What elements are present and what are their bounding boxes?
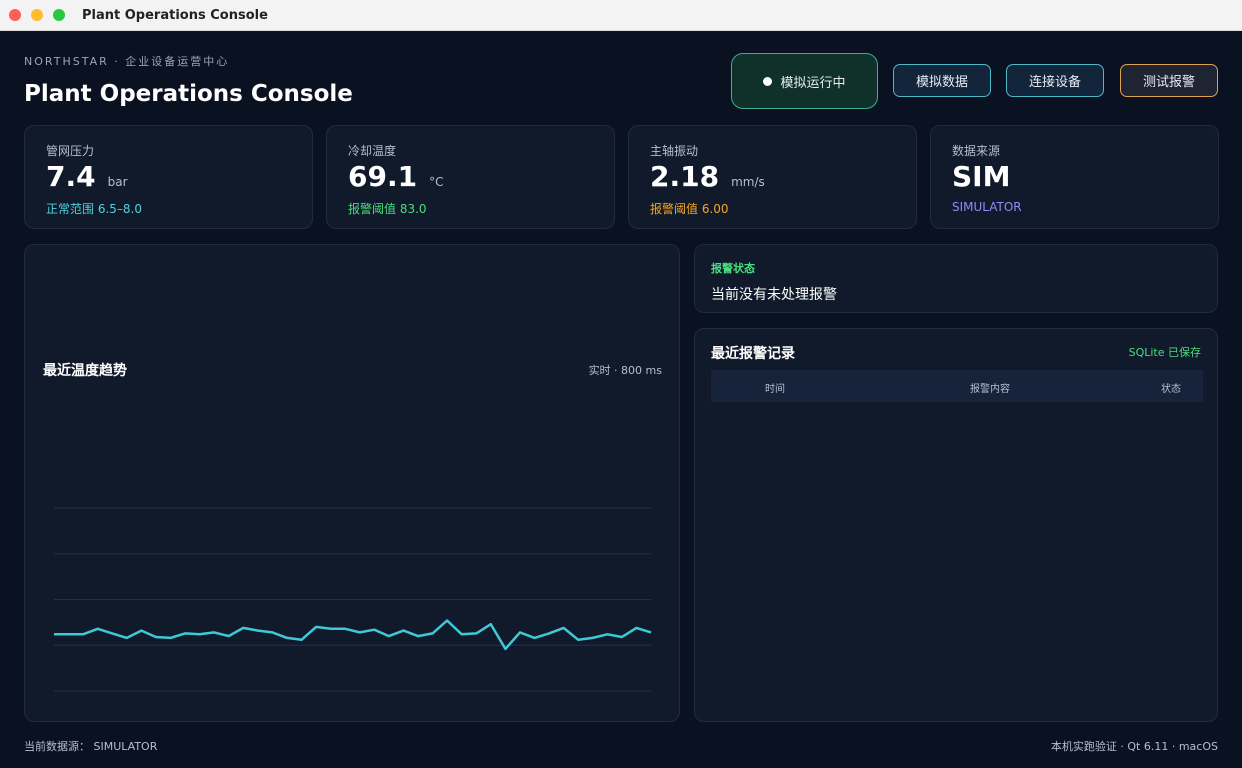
status-dot [763, 76, 773, 86]
footer-right: 本机实跑验证 · Qt 6.11 · macOS [1050, 740, 1218, 753]
alarm-status-card: 报警状态 当前没有未处理报警 [694, 244, 1218, 313]
button[interactable]: 连接设备 [1006, 64, 1104, 97]
data-line [54, 619, 652, 651]
column-header: 状态 [1161, 384, 1181, 395]
metric-card: 数据来源 SIM SIMULATOR [930, 125, 1219, 229]
metric-note: SIMULATOR [952, 200, 1022, 214]
eyebrow: NORTHSTAR · 企业设备运营中心 [24, 55, 230, 68]
records-title: 最近报警记录 [711, 346, 795, 362]
records-card: 最近报警记录 SQLite 已保存 时间 报警内容 状态 [694, 328, 1218, 722]
metric-value: 7.4 [46, 160, 96, 193]
metric-value: 69.1 [348, 160, 418, 193]
alarm-status-label: 报警状态 [711, 262, 755, 275]
status-label: 模拟运行中 [780, 75, 846, 91]
metric-value-row: SIM [952, 160, 1010, 193]
metric-value-row: 69.1 °C [348, 160, 443, 193]
chart-subtitle: 实时 · 800 ms [589, 363, 663, 377]
metric-unit: °C [429, 175, 444, 189]
footer-left: 当前数据源： SIMULATOR [24, 740, 158, 753]
window-title: Plant Operations Console [82, 8, 268, 23]
chart: 最近温度趋势 实时 · 800 ms [43, 362, 663, 692]
metric-label: 主轴振动 [650, 144, 699, 158]
column-header: 时间 [765, 384, 785, 395]
records-badge: SQLite 已保存 [1128, 346, 1201, 359]
page-title: Plant Operations Console [24, 81, 353, 107]
table-header: 时间 报警内容 状态 [711, 370, 1203, 402]
metric-card: 冷却温度 69.1 °C 报警阈值 83.0 [326, 125, 615, 229]
metric-note: 报警阈值 6.00 [650, 202, 729, 216]
button[interactable]: 模拟数据 [893, 64, 991, 97]
status-pill: 模拟运行中 [731, 53, 878, 109]
metric-value: 2.18 [650, 160, 720, 193]
metric-value: SIM [952, 160, 1011, 193]
metric-label: 冷却温度 [348, 144, 397, 158]
metric-label: 管网压力 [46, 144, 95, 158]
metric-unit: bar [107, 175, 128, 189]
button[interactable]: 测试报警 [1120, 64, 1218, 97]
column-header: 报警内容 [970, 384, 1010, 395]
metric-unit: mm/s [731, 175, 765, 189]
minimize-button[interactable] [31, 9, 43, 21]
metric-value-row: 2.18 mm/s [650, 160, 765, 193]
chart-title: 最近温度趋势 [43, 362, 127, 379]
metric-note: 报警阈值 83.0 [348, 202, 427, 216]
chart-card: 最近温度趋势 实时 · 800 ms [24, 244, 680, 722]
title-bar: Plant Operations Console [0, 0, 1242, 31]
metric-value-row: 7.4 bar [46, 160, 128, 193]
metric-label: 数据来源 [952, 144, 1001, 158]
metric-card: 主轴振动 2.18 mm/s 报警阈值 6.00 [628, 125, 917, 229]
alarm-status-message: 当前没有未处理报警 [711, 287, 837, 303]
metric-card: 管网压力 7.4 bar 正常范围 6.5–8.0 [24, 125, 313, 229]
close-button[interactable] [9, 9, 21, 21]
metric-note: 正常范围 6.5–8.0 [46, 202, 142, 216]
zoom-button[interactable] [53, 9, 65, 21]
